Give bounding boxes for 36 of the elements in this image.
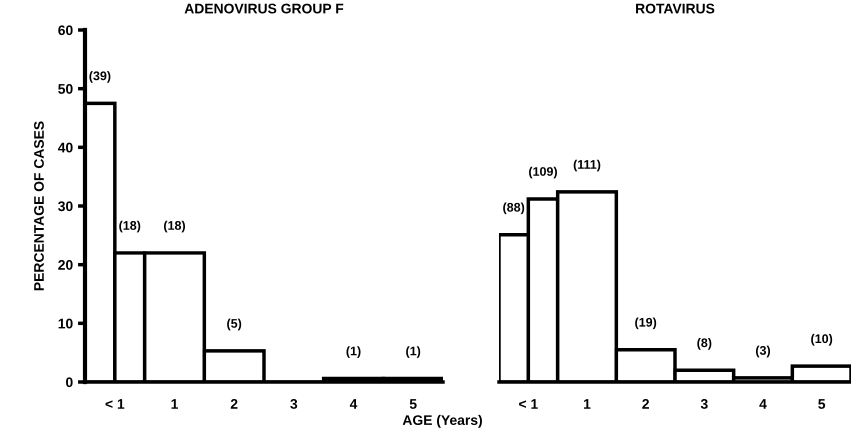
annotation: (109) <box>529 166 557 178</box>
y-tick-label: 10 <box>58 318 73 329</box>
y-tick-label: 30 <box>58 201 73 212</box>
x-tick-label: 4 <box>350 399 358 409</box>
y-tick-label: 20 <box>58 260 73 270</box>
y-tick-label: 60 <box>58 25 73 36</box>
annotation: (88) <box>503 202 524 214</box>
x-tick-label: 3 <box>700 399 708 409</box>
y-tick-label: 0 <box>66 377 73 388</box>
x-tick-label: 1 <box>172 399 178 409</box>
x-tick-label: 2 <box>642 399 649 409</box>
x-tick-label: 5 <box>818 399 826 409</box>
annotation: (1) <box>346 346 361 358</box>
x-axis-title: AGE (Years) <box>402 414 482 428</box>
x-tick-label: < 1 <box>106 399 124 409</box>
annotation: (18) <box>164 220 185 232</box>
annotation: (18) <box>119 220 140 232</box>
chart-title: ROTAVIRUS <box>636 4 714 14</box>
annotation: (19) <box>635 318 656 330</box>
x-tick-label: < 1 <box>519 399 538 409</box>
x-tick-label: 3 <box>290 399 298 409</box>
chart-title: ADENOVIRUS GROUP F <box>184 4 344 14</box>
annotation: (10) <box>811 334 832 346</box>
x-tick-label: 5 <box>410 399 417 409</box>
annotation: (3) <box>756 346 770 358</box>
y-tick-label: 40 <box>58 142 73 153</box>
annotation: (39) <box>89 71 110 83</box>
annotation: (111) <box>574 160 600 172</box>
y-axis-title: PERCENTAGE OF CASES <box>34 121 44 290</box>
annotation: (1) <box>406 346 420 358</box>
x-tick-label: 4 <box>759 399 767 409</box>
x-tick-label: 2 <box>230 399 238 409</box>
annotation: (8) <box>697 338 712 350</box>
y-tick-label: 50 <box>58 84 73 94</box>
annotation: (5) <box>227 318 242 330</box>
x-tick-label: 1 <box>584 399 590 409</box>
